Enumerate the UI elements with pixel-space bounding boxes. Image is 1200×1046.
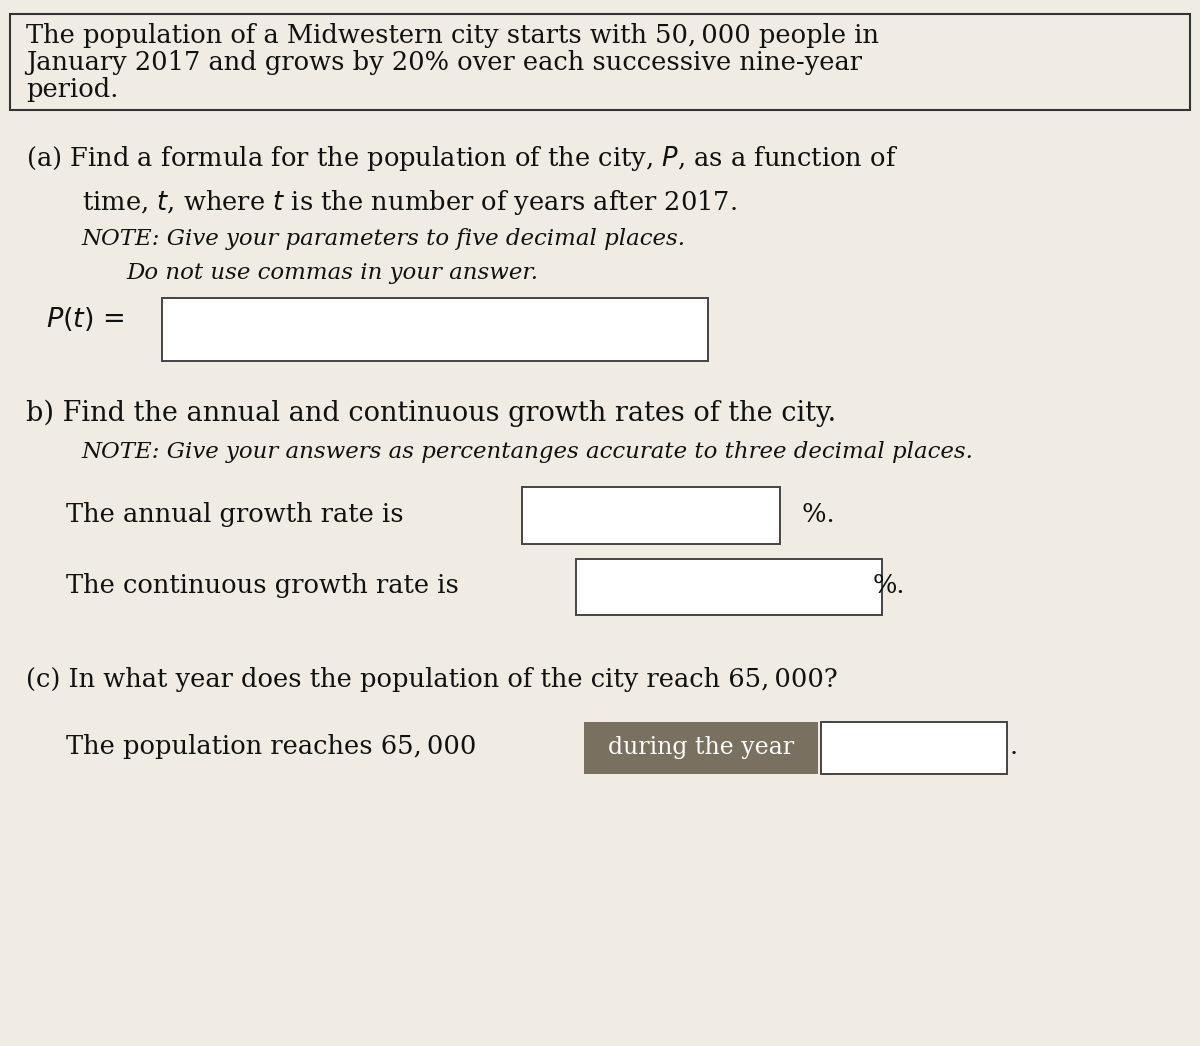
FancyBboxPatch shape [10, 14, 1190, 110]
Text: $P(t)$ =: $P(t)$ = [46, 305, 125, 333]
Text: NOTE: Give your parameters to five decimal places.: NOTE: Give your parameters to five decim… [82, 228, 685, 250]
Text: b) Find the annual and continuous growth rates of the city.: b) Find the annual and continuous growth… [26, 400, 836, 427]
Text: (c) In what year does the population of the city reach 65, 000?: (c) In what year does the population of … [26, 667, 838, 692]
Text: NOTE: Give your answers as percentanges accurate to three decimal places.: NOTE: Give your answers as percentanges … [82, 441, 973, 463]
Text: %.: %. [872, 573, 905, 598]
Text: (a) Find a formula for the population of the city, $P$, as a function of: (a) Find a formula for the population of… [26, 144, 899, 174]
FancyBboxPatch shape [576, 559, 882, 615]
Text: The population reaches 65, 000: The population reaches 65, 000 [66, 734, 476, 759]
Text: January 2017 and grows by 20% over each successive nine-year: January 2017 and grows by 20% over each … [26, 50, 863, 75]
Text: time, $t$, where $t$ is the number of years after 2017.: time, $t$, where $t$ is the number of ye… [82, 188, 737, 218]
Text: period.: period. [26, 77, 119, 103]
FancyBboxPatch shape [821, 722, 1007, 774]
Text: Do not use commas in your answer.: Do not use commas in your answer. [126, 262, 538, 283]
Text: .: . [1009, 734, 1018, 759]
FancyBboxPatch shape [584, 722, 818, 774]
Text: The continuous growth rate is: The continuous growth rate is [66, 573, 458, 598]
Text: The population of a Midwestern city starts with 50, 000 people in: The population of a Midwestern city star… [26, 23, 880, 48]
FancyBboxPatch shape [522, 487, 780, 544]
Text: %.: %. [794, 502, 835, 527]
Text: The annual growth rate is: The annual growth rate is [66, 502, 403, 527]
Text: during the year: during the year [608, 736, 794, 759]
FancyBboxPatch shape [162, 298, 708, 361]
